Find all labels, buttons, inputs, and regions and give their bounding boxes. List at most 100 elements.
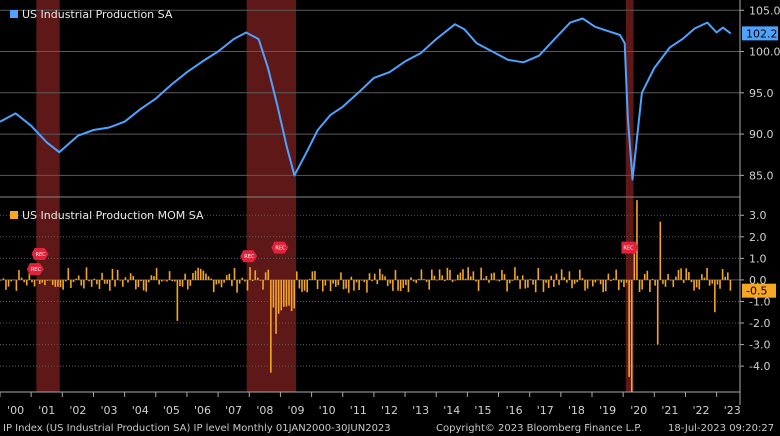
bottom-bar [480,267,482,280]
bottom-bar [67,268,70,280]
bottom-bar [563,277,566,280]
bottom-bar [280,279,283,311]
bottom-bar [301,279,303,292]
bottom-bar [285,279,288,307]
bottom-bar [462,269,464,280]
bottom-bar [581,278,584,280]
bottom-bar [477,279,480,291]
bottom-bar [381,274,384,280]
bottom-bar [233,268,236,280]
bottom-bar [628,279,630,377]
bottom-bar [386,279,389,286]
bottom-bar [267,269,270,280]
bottom-bar [540,279,542,281]
bottom-bar [636,200,638,280]
bottom-bar [454,279,456,281]
bottom-bar [28,272,31,280]
bottom-bar [98,279,101,289]
footer-copyright: Copyright© 2023 Bloomberg Finance L.P. [436,423,642,434]
bottom-tick-label: -4.0 [749,360,770,373]
bottom-bar [199,268,202,280]
bottom-bar [586,279,589,289]
bottom-bar [41,279,44,283]
bottom-bar [405,279,407,285]
bottom-bar [423,279,425,280]
bottom-bar [693,279,695,291]
bottom-bar [324,279,327,286]
rec-marker [26,263,44,276]
bottom-bar [441,275,444,280]
bottom-bar [329,279,332,292]
bottom-bar [241,277,244,280]
bottom-bar [527,279,529,288]
bottom-bar [703,277,706,280]
bottom-bar [519,279,521,289]
bottom-bar [721,269,724,280]
bottom-bar [132,275,135,280]
bottom-bar [150,275,153,280]
bottom-bar [488,279,490,283]
bottom-bar [20,277,23,280]
bottom-bar [514,267,516,280]
x-tick-label: '09 [287,404,304,417]
bottom-bar [714,279,716,313]
bottom-bar [651,278,654,280]
bottom-bar [238,279,241,284]
bottom-bar [62,279,64,290]
bottom-bar [264,272,267,280]
bottom-bar [615,269,617,280]
bottom-bar [270,279,272,373]
bottom-bar [407,279,410,293]
bottom-tick-label: -3.0 [749,339,770,352]
bottom-bar [667,273,669,280]
bottom-bar [205,273,207,280]
rec-marker-label: REC [244,254,255,260]
x-tick-label: '06 [194,404,211,417]
bottom-bar [142,279,145,291]
bottom-bar [643,274,646,280]
bottom-bar [399,279,402,292]
bottom-bar [332,279,334,284]
bottom-bar [36,279,38,281]
bottom-bar [444,279,446,281]
bottom-legend-label: US Industrial Production MOM SA [22,209,204,222]
bottom-bar [236,279,238,293]
bottom-bar [308,278,311,280]
bottom-bar [340,272,342,280]
bottom-bar [129,273,132,280]
bottom-tick-label: 0.0 [749,274,767,287]
bottom-bar [379,268,381,280]
bottom-bar [251,279,254,282]
x-tick-label: '23 [724,404,741,417]
bottom-bar [412,279,415,282]
bottom-bar [163,279,166,281]
top-last-value-box [742,26,778,41]
bottom-bar [223,279,225,283]
bottom-bar [579,269,581,280]
bottom-bar [389,279,392,284]
bottom-bar [659,221,662,280]
bottom-bar [220,279,223,288]
x-tick-label: '15 [474,404,491,417]
bottom-bar [2,278,5,280]
bottom-bar [368,273,371,280]
bottom-bar [70,279,72,288]
bottom-bar [327,279,329,281]
bottom-bar [25,279,28,286]
bottom-bar [418,278,420,280]
bottom-bar [179,279,181,287]
bottom-bar [366,279,368,293]
bottom-bar [57,279,59,287]
bottom-bar [550,275,553,280]
bottom-bar [176,279,179,321]
bottom-bar [111,268,114,280]
bottom-bar [31,279,33,283]
x-tick-label: '12 [381,404,398,417]
bottom-bar [186,279,189,290]
bottom-bar [633,247,636,280]
x-tick-label: '17 [537,404,554,417]
bottom-bar [542,279,545,292]
bottom-bar [49,279,51,281]
bottom-bar [688,272,690,280]
